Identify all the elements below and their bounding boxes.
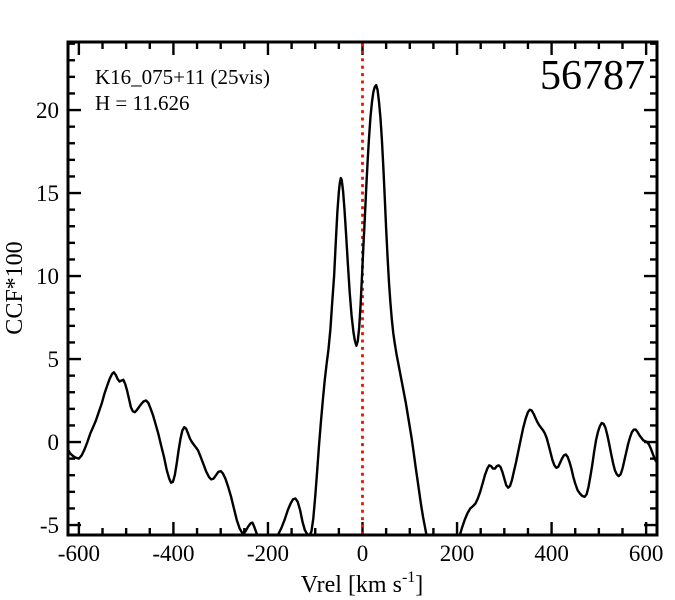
x-tick-label: -600 xyxy=(58,541,100,566)
field-number: 56787 xyxy=(540,53,645,99)
annotation-hmag: H = 11.626 xyxy=(95,91,189,115)
x-tick-label: 400 xyxy=(534,541,569,566)
y-tick-label: 5 xyxy=(48,347,60,372)
x-tick-label: -200 xyxy=(247,541,289,566)
ccf-curve xyxy=(68,84,657,535)
annotation-target: K16_075+11 (25vis) xyxy=(95,65,270,89)
plot-border xyxy=(66,40,659,537)
y-tick-label: 0 xyxy=(48,430,60,455)
x-tick-label: 200 xyxy=(440,541,475,566)
y-tick-label: 20 xyxy=(36,98,59,123)
y-tick-label: 10 xyxy=(36,264,59,289)
x-tick-labels: -600 -400 -200 0 200 400 600 xyxy=(58,541,664,566)
x-tick-label: 0 xyxy=(357,541,369,566)
y-tick-label: 15 xyxy=(36,181,59,206)
y-tick-label: -5 xyxy=(40,513,59,538)
x-axis-title: Vrel [km s-1] xyxy=(301,569,424,598)
x-tick-label: -400 xyxy=(152,541,194,566)
y-axis-title: CCF*100 xyxy=(2,241,28,334)
x-tick-label: 600 xyxy=(629,541,664,566)
y-tick-labels: -5 0 5 10 15 20 xyxy=(36,98,59,538)
